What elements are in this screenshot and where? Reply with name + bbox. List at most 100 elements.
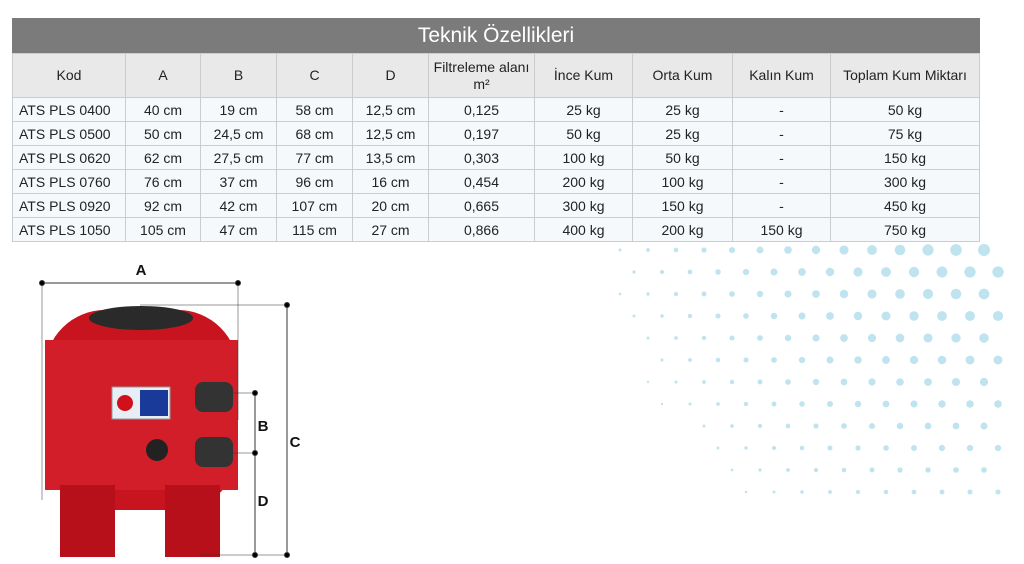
deco-dot	[992, 310, 1004, 322]
deco-dot	[812, 334, 820, 342]
deco-dot	[937, 355, 947, 365]
deco-dot	[908, 266, 920, 278]
deco-dot	[770, 312, 778, 320]
table-cell: 24,5 cm	[200, 121, 277, 146]
header-row: Kod A B C D Filtreleme alanı m² İnce Kum Orta K…	[12, 53, 980, 98]
deco-dot	[839, 245, 849, 255]
deco-dot	[979, 377, 989, 387]
table-cell: ATS PLS 0760	[12, 169, 126, 194]
leg	[165, 485, 220, 557]
table-cell: 0,454	[428, 169, 535, 194]
deco-dot	[827, 445, 833, 451]
deco-dot	[950, 244, 962, 256]
deco-dot	[771, 357, 777, 363]
deco-dot	[951, 377, 961, 387]
deco-dot	[868, 378, 876, 386]
table-title: Teknik Özellikleri	[12, 18, 980, 53]
header-cell: Orta Kum	[632, 53, 733, 98]
table-cell: 37 cm	[200, 169, 277, 194]
dim-dot	[39, 280, 45, 286]
deco-dot	[868, 422, 876, 430]
deco-dot	[701, 247, 707, 253]
dim-label: B	[258, 418, 269, 435]
table-cell: 96 cm	[276, 169, 353, 194]
table-cell: -	[732, 169, 831, 194]
deco-dot	[646, 248, 650, 252]
deco-dot	[674, 336, 678, 340]
deco-dot	[813, 467, 819, 473]
deco-dot	[786, 468, 790, 472]
table-cell: 76 cm	[125, 169, 201, 194]
table-cell: 42 cm	[200, 193, 277, 218]
table-cell: 58 cm	[276, 97, 353, 122]
deco-dot	[895, 333, 905, 343]
deco-dot	[922, 244, 934, 256]
table-cell: 12,5 cm	[352, 97, 429, 122]
deco-dot	[757, 335, 763, 341]
deco-dot	[742, 268, 750, 276]
table-cell: 200 kg	[534, 169, 633, 194]
deco-dot	[993, 355, 1003, 365]
header-cell: İnce Kum	[534, 53, 633, 98]
deco-dot	[729, 291, 735, 297]
deco-dot	[646, 380, 650, 384]
deco-dot	[743, 357, 749, 363]
deco-dot	[896, 378, 904, 386]
header-cell: Toplam Kum Miktarı	[830, 53, 980, 98]
deco-dot	[632, 270, 636, 274]
deco-dot	[673, 291, 679, 297]
table-cell: ATS PLS 0620	[12, 145, 126, 170]
table-cell: 25 kg	[632, 97, 733, 122]
deco-dot	[812, 378, 820, 386]
table-body: ATS PLS 0400 40 cm 19 cm 58 cm 12,5 cm 0,125 2…	[12, 97, 980, 242]
table-cell: 19 cm	[200, 97, 277, 122]
deco-dot	[854, 400, 862, 408]
deco-dot	[853, 267, 863, 277]
table-cell: 50 kg	[534, 121, 633, 146]
table-cell: 12,5 cm	[352, 121, 429, 146]
deco-dot	[951, 333, 961, 343]
deco-dot	[855, 445, 861, 451]
deco-dot	[757, 379, 763, 385]
table-cell: 16 cm	[352, 169, 429, 194]
deco-dot	[992, 266, 1004, 278]
deco-dot	[784, 334, 792, 342]
table-cell: 750 kg	[830, 217, 980, 242]
lid	[89, 306, 193, 330]
table-cell: 300 kg	[830, 169, 980, 194]
table-cell: 200 kg	[632, 217, 733, 242]
deco-dot	[979, 333, 989, 343]
table-cell: 27,5 cm	[200, 145, 277, 170]
table-row: ATS PLS 0760 76 cm 37 cm 96 cm 16 cm 0,454 200…	[12, 169, 980, 194]
table-row: ATS PLS 0500 50 cm 24,5 cm 68 cm 12,5 cm 0,19…	[12, 121, 980, 146]
deco-dot	[937, 311, 947, 321]
table-cell: 400 kg	[534, 217, 633, 242]
deco-dot	[978, 244, 990, 256]
deco-dot	[618, 292, 622, 296]
gauge	[146, 439, 168, 461]
header-cell: A	[125, 53, 201, 98]
table-cell: -	[732, 145, 831, 170]
deco-dot	[965, 355, 975, 365]
table-cell: 50 kg	[830, 97, 980, 122]
deco-dot	[758, 468, 762, 472]
table-cell: 13,5 cm	[352, 145, 429, 170]
deco-dot	[895, 289, 905, 299]
deco-dot	[881, 311, 891, 321]
deco-dot	[646, 292, 650, 296]
deco-dot	[688, 402, 692, 406]
table-cell: 47 cm	[200, 217, 277, 242]
deco-dot	[715, 269, 721, 275]
deco-dot	[784, 246, 792, 254]
table-row: ATS PLS 0920 92 cm 42 cm 107 cm 20 cm 0,665 30…	[12, 193, 980, 218]
header-cell: Kod	[12, 53, 126, 98]
pipe	[195, 437, 233, 467]
table-cell: 100 kg	[632, 169, 733, 194]
deco-dot	[743, 313, 749, 319]
deco-dot	[701, 335, 707, 341]
deco-dot	[923, 333, 933, 343]
deco-dot	[994, 444, 1002, 452]
table-cell: -	[732, 193, 831, 218]
table-cell: 0,303	[428, 145, 535, 170]
